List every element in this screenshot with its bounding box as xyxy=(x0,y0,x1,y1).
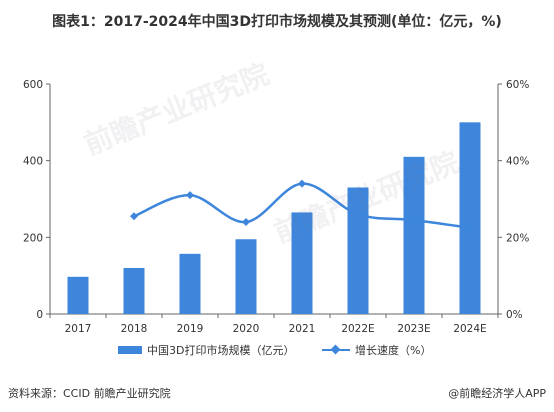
chart-plot: 0 200 400 600 0% 20% 40% 60% 2017 2018 2019 2020 202… xyxy=(23,79,529,335)
x-tick-label: 2022E xyxy=(341,323,374,335)
legend-item-market-size: 中国3D打印市场规模（亿元） xyxy=(118,342,294,358)
x-tick-label: 2023E xyxy=(397,323,430,335)
x-tick-label: 2019 xyxy=(177,323,204,335)
legend-label: 增长速度（%） xyxy=(355,344,432,357)
x-tick-label: 2020 xyxy=(233,323,260,335)
y-right-tick-label: 40% xyxy=(506,156,529,168)
x-tick-label: 2017 xyxy=(65,323,92,335)
bar xyxy=(179,253,201,314)
x-tick-label: 2018 xyxy=(121,323,148,335)
growth-point xyxy=(466,223,474,232)
bar xyxy=(459,122,481,314)
chart-title: 图表1：2017-2024年中国3D打印市场规模及其预测(单位：亿元，%) xyxy=(52,14,502,30)
legend-item-growth-rate: 增长速度（%） xyxy=(322,342,431,358)
x-tick-label: 2021 xyxy=(289,323,316,335)
legend-line-swatch xyxy=(322,346,350,354)
y-left-tick-label: 400 xyxy=(23,156,43,168)
legend-label: 中国3D打印市场规模（亿元） xyxy=(147,344,295,357)
growth-point xyxy=(186,191,194,200)
growth-point xyxy=(130,212,138,221)
legend-bar-swatch xyxy=(118,346,142,354)
y-left-tick-label: 200 xyxy=(23,232,43,244)
source-note: 资料来源：CCID 前瞻产业研究院 xyxy=(8,387,171,400)
brand-credit: @前瞻经济学人APP xyxy=(448,387,546,400)
bar xyxy=(235,239,257,314)
chart-legend: 中国3D打印市场规模（亿元） 增长速度（%） xyxy=(0,342,554,360)
y-left-tick-label: 0 xyxy=(36,309,43,321)
growth-point xyxy=(298,179,306,188)
y-left-tick-label: 600 xyxy=(23,79,43,91)
bar xyxy=(403,156,425,314)
x-tick-label: 2024E xyxy=(453,323,486,335)
bar xyxy=(347,187,369,314)
bar xyxy=(67,276,89,314)
growth-point xyxy=(410,216,418,225)
y-right-tick-label: 0% xyxy=(506,309,523,321)
y-right-tick-label: 20% xyxy=(506,232,529,244)
bar xyxy=(123,268,145,314)
y-right-tick-label: 60% xyxy=(506,79,529,91)
growth-point xyxy=(354,210,362,219)
bar xyxy=(291,212,313,314)
growth-point xyxy=(242,218,250,226)
